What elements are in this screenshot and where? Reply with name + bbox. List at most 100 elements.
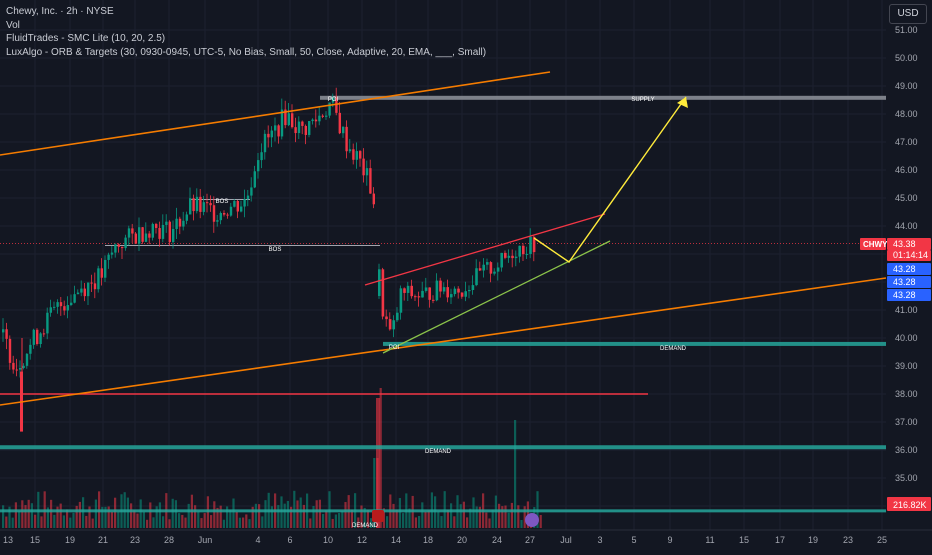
volume-bar — [338, 513, 341, 528]
candle-body — [424, 287, 428, 291]
candle-body — [212, 205, 216, 222]
candle-body — [104, 259, 107, 278]
candle-body — [107, 254, 110, 260]
volume-bar — [146, 519, 149, 528]
annotations: POI SUPPLY BOS BOS POI DEMAND DEMAND DEMAND — [216, 97, 687, 529]
volume-bar — [78, 501, 81, 528]
volume-bar — [379, 388, 382, 528]
indicator-volume[interactable]: Vol — [6, 19, 20, 31]
candle-body — [219, 213, 222, 221]
volume-bar — [168, 519, 171, 528]
candle-body — [83, 288, 86, 297]
volume-bar — [94, 499, 97, 528]
candles — [2, 87, 536, 432]
candle-body — [325, 115, 328, 117]
volume-bar — [424, 511, 427, 528]
volume-bar — [56, 506, 59, 528]
time-label: 15 — [739, 535, 749, 545]
price-tick: 49.00 — [895, 81, 918, 91]
volume-bar — [245, 514, 248, 528]
volume-bar — [315, 500, 318, 528]
candle-body — [56, 302, 59, 307]
candle-body — [304, 125, 307, 135]
volume-bar — [34, 514, 37, 528]
time-label: 5 — [631, 535, 636, 545]
volume-bar — [242, 517, 245, 528]
volume-bar — [184, 517, 187, 528]
demand-label-upper[interactable]: DEMAND — [660, 346, 687, 352]
bos-label-lower[interactable]: BOS — [269, 247, 282, 253]
price-tick: 36.00 — [895, 445, 918, 455]
volume-bar — [171, 498, 174, 528]
candle-body — [93, 283, 97, 290]
candle-body — [49, 307, 52, 313]
candle-body — [209, 203, 212, 206]
volume-bar — [386, 516, 389, 528]
candle-body — [442, 287, 446, 292]
volume-bar — [104, 506, 107, 528]
candle-body — [417, 296, 421, 298]
demand-label-bottom[interactable]: DEMAND — [352, 523, 379, 529]
supply-label[interactable]: SUPPLY — [631, 97, 654, 103]
candle-body — [342, 126, 345, 134]
time-label: Jul — [560, 535, 572, 545]
candle-body — [29, 344, 32, 354]
candle-body — [175, 218, 178, 229]
bos-label-upper[interactable]: BOS — [216, 199, 229, 205]
candle-body — [250, 187, 253, 196]
price-tick: 41.00 — [895, 305, 918, 315]
volume-bar — [501, 506, 504, 528]
wedge-upper-line — [364, 213, 606, 286]
candle-body — [182, 220, 185, 227]
volume-bar — [187, 503, 190, 528]
volume-bar — [299, 497, 302, 528]
volume-bar — [158, 502, 161, 528]
candle-body — [87, 282, 90, 297]
orb-badge-3: 43.28 — [893, 290, 916, 300]
candle-body — [117, 244, 120, 247]
volume-bar — [498, 503, 501, 528]
candle-body — [36, 329, 39, 345]
orb-badge-1-bg — [887, 263, 931, 275]
poi-label-bottom[interactable]: POI — [389, 345, 400, 351]
indicator-fluidtrades[interactable]: FluidTrades - SMC Lite (10, 20, 2.5) — [6, 33, 166, 44]
volume-bar — [126, 497, 129, 528]
candle-body — [8, 338, 12, 363]
volume-bar — [203, 513, 206, 528]
volume-bar — [488, 518, 491, 528]
candle-body — [294, 127, 297, 134]
last-price-badge-bg — [887, 238, 931, 250]
volume-bar — [270, 506, 273, 528]
volume-bar — [334, 514, 337, 528]
poi-label-top[interactable]: POI — [328, 97, 339, 103]
currency-button[interactable]: USD — [889, 4, 927, 24]
volume-bar — [11, 517, 14, 528]
candle-body — [532, 236, 536, 253]
volume-bar — [408, 508, 411, 528]
time-label: 17 — [775, 535, 785, 545]
candle-body — [70, 302, 73, 306]
volume-bar — [341, 510, 344, 528]
volume-bar — [50, 499, 53, 528]
demand-label-lower[interactable]: DEMAND — [425, 449, 452, 455]
time-label: 3 — [597, 535, 602, 545]
candle-body — [25, 353, 29, 366]
symbol-title[interactable]: Chewy, Inc. · 2h · NYSE — [6, 6, 114, 17]
orb-badge-2-bg — [887, 276, 931, 288]
candle-body — [192, 198, 195, 212]
candle-body — [124, 237, 127, 249]
time-label: 9 — [667, 535, 672, 545]
volume-bar — [91, 518, 94, 528]
candle-body — [233, 201, 236, 207]
volume-bar — [312, 505, 315, 528]
volume-bar — [24, 505, 27, 528]
time-label: 20 — [457, 535, 467, 545]
volume-bar — [235, 511, 238, 528]
volume-bar — [162, 516, 165, 528]
earnings-marker — [372, 510, 384, 522]
indicator-luxalgo[interactable]: LuxAlgo - ORB & Targets (30, 0930-0945, … — [6, 46, 487, 58]
volume-bar — [392, 503, 395, 528]
candle-body — [335, 97, 338, 113]
